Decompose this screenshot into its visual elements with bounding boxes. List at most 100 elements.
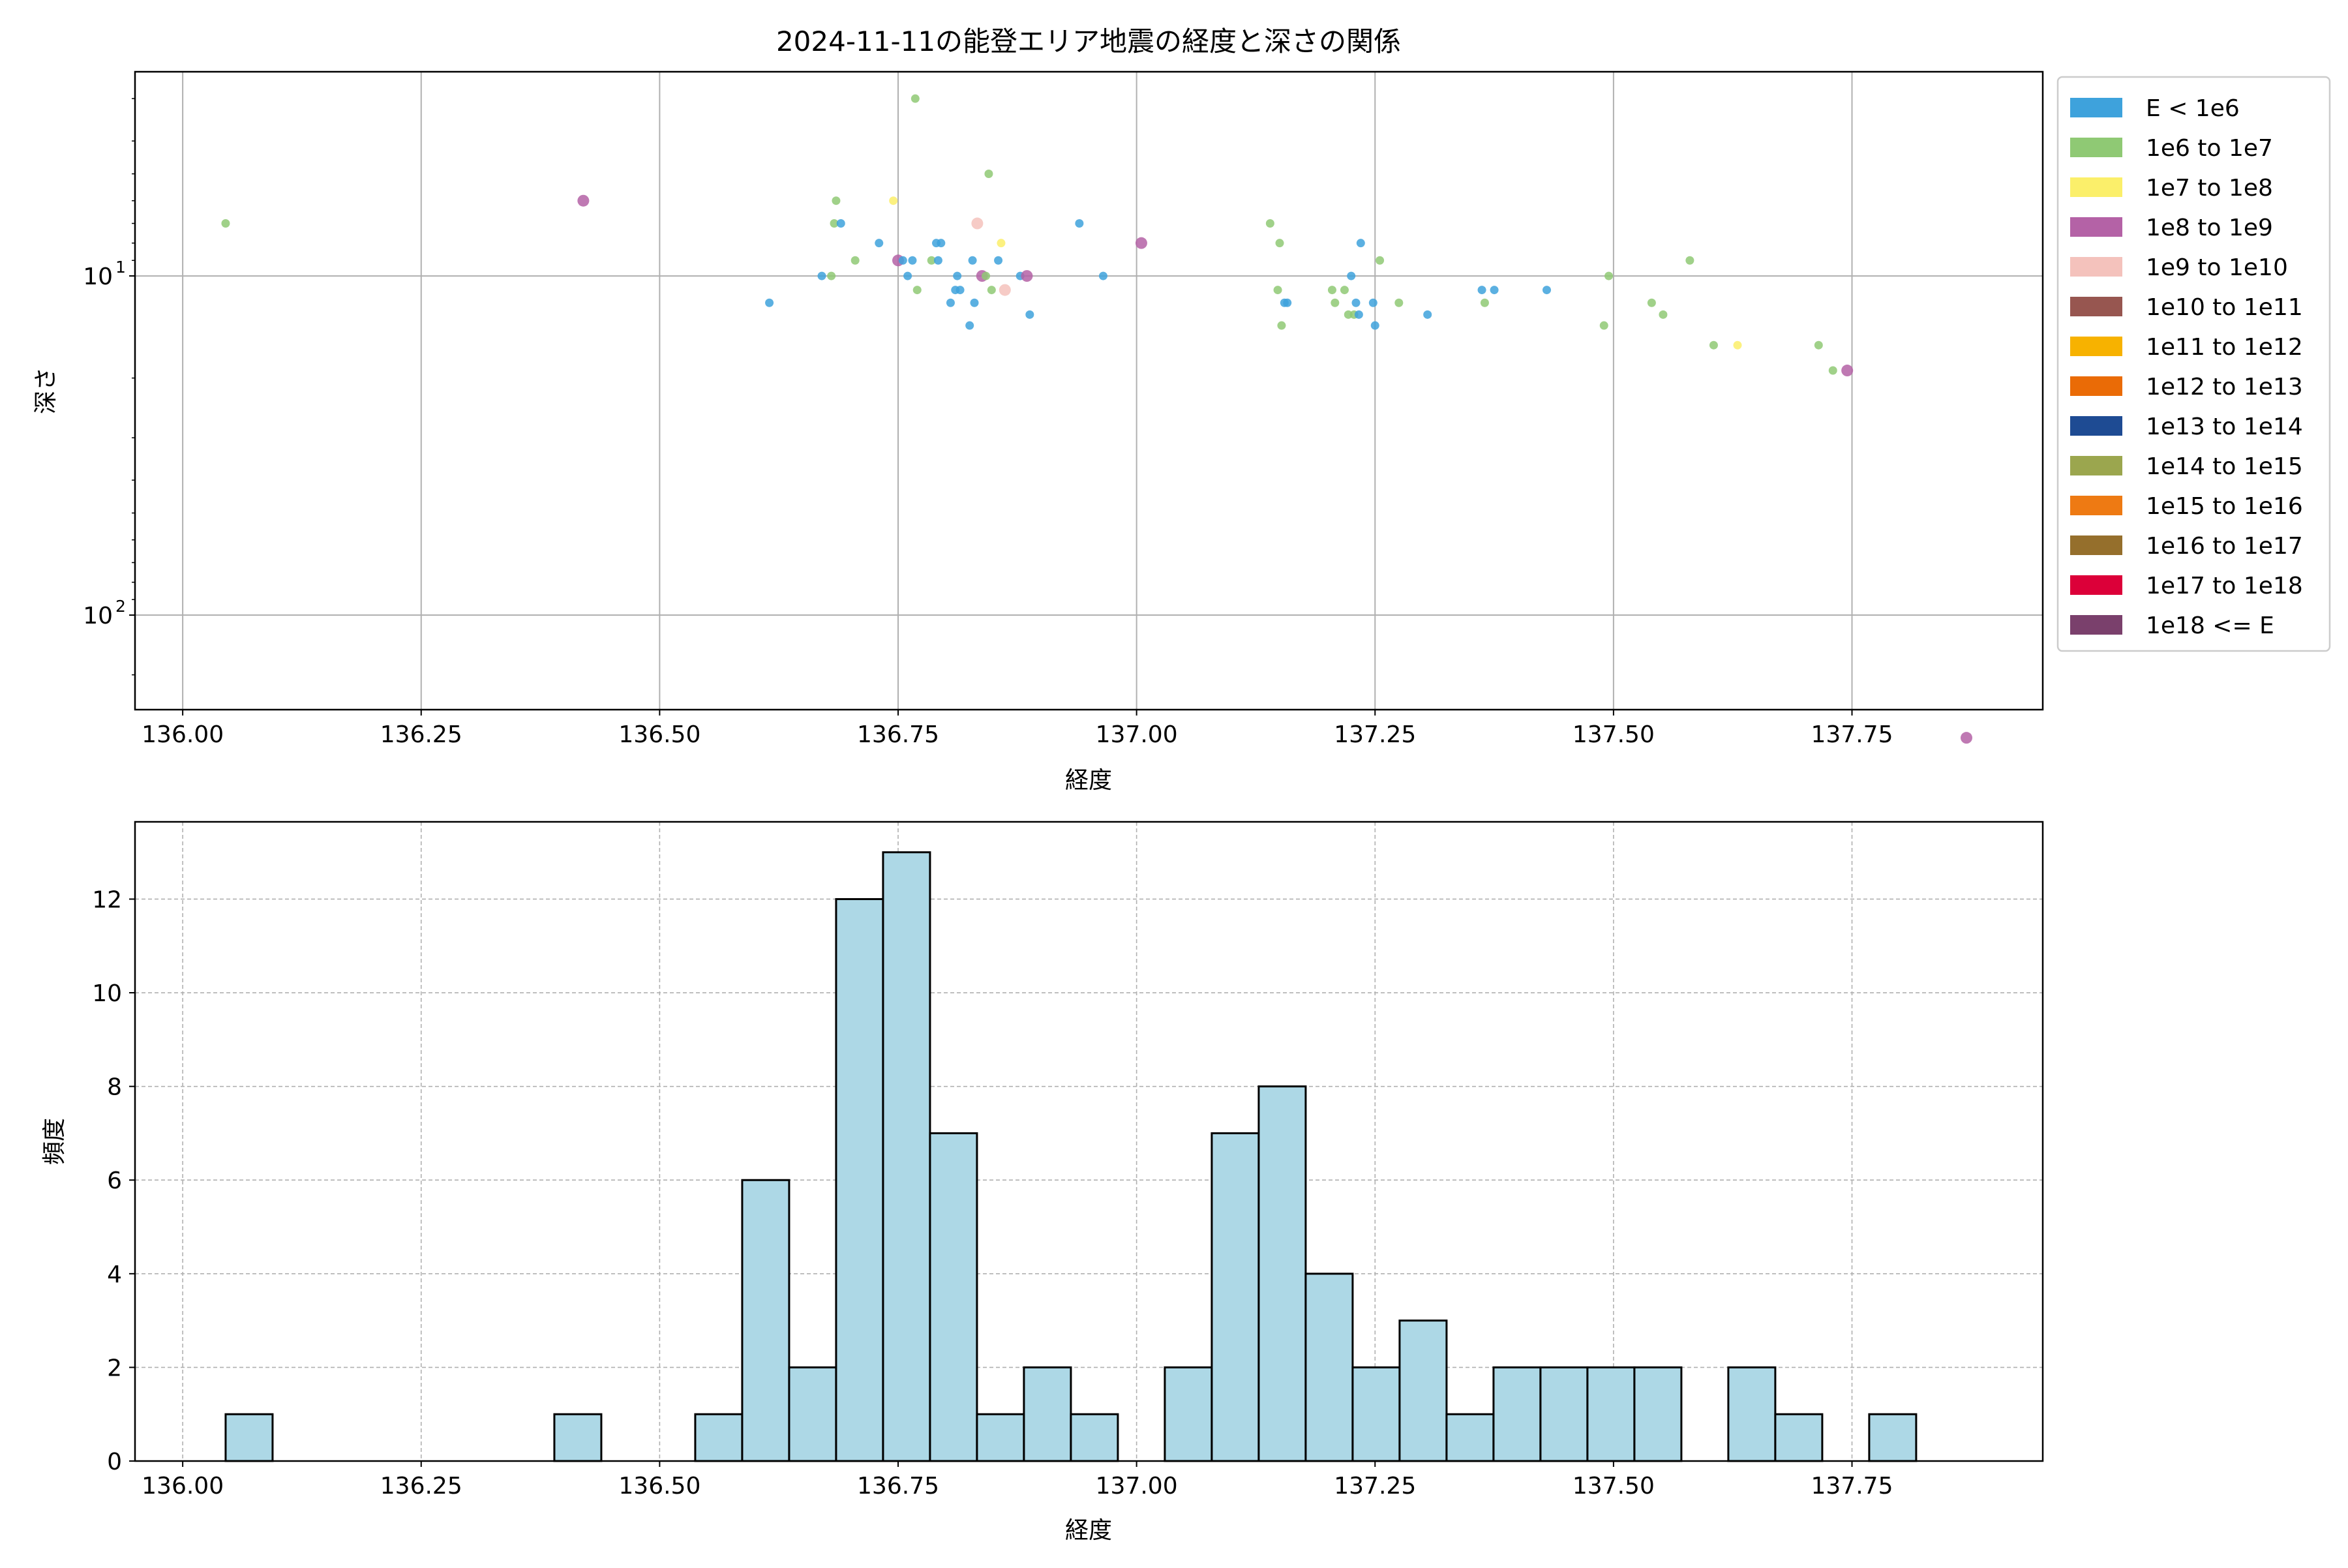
scatter-point bbox=[1480, 298, 1489, 307]
scatter-point bbox=[908, 256, 917, 265]
scatter-point bbox=[1075, 219, 1084, 228]
scatter-point bbox=[1543, 286, 1551, 295]
histogram-bar bbox=[741, 1179, 790, 1462]
histogram-x-ticks: 136.00 136.25 136.50 136.75 137.00 137.25 137.… bbox=[142, 1461, 1893, 1500]
scatter-point bbox=[836, 219, 845, 228]
scatter-point bbox=[1961, 732, 1972, 744]
legend-label: 1e14 to 1e15 bbox=[2146, 453, 2303, 480]
scatter-point bbox=[1370, 321, 1379, 330]
histogram-bar bbox=[1070, 1413, 1119, 1462]
scatter-axes-frame bbox=[134, 70, 2044, 711]
histogram-x-tick-label: 137.75 bbox=[1811, 1473, 1893, 1500]
scatter-y-axis-label: 深さ bbox=[33, 367, 59, 414]
scatter-point bbox=[898, 256, 907, 265]
histogram-bar bbox=[976, 1413, 1025, 1462]
histogram-y-tick-label: 8 bbox=[107, 1074, 122, 1101]
histogram-bar bbox=[1727, 1366, 1777, 1462]
scatter-x-tick-label: 137.25 bbox=[1334, 721, 1416, 748]
histogram-bar bbox=[1351, 1366, 1401, 1462]
histogram-bar bbox=[1633, 1366, 1683, 1462]
histogram-bar bbox=[1211, 1132, 1260, 1462]
scatter-point bbox=[1604, 271, 1614, 280]
histogram-bar bbox=[224, 1413, 274, 1462]
histogram-bar bbox=[1539, 1366, 1589, 1462]
scatter-point bbox=[997, 239, 1006, 248]
scatter-point bbox=[1347, 271, 1356, 280]
scatter-point bbox=[1277, 321, 1286, 330]
scatter-point bbox=[984, 170, 993, 179]
scatter-x-tick-label: 136.50 bbox=[618, 721, 700, 748]
histogram-bar bbox=[1774, 1413, 1824, 1462]
scatter-point bbox=[970, 298, 979, 307]
scatter-point bbox=[982, 271, 991, 280]
scatter-point bbox=[933, 256, 942, 265]
legend-swatch bbox=[2070, 535, 2122, 555]
scatter-point bbox=[1265, 219, 1274, 228]
scatter-point bbox=[221, 219, 230, 228]
scatter-x-ticks: 136.00 136.25 136.50 136.75 137.00 137.25 137.… bbox=[142, 710, 1893, 748]
histogram-bar bbox=[835, 897, 884, 1462]
legend-swatch bbox=[2070, 217, 2122, 237]
histogram-bar bbox=[1304, 1273, 1354, 1462]
scatter-y-tick-label: 10 bbox=[83, 603, 113, 629]
scatter-point bbox=[1394, 298, 1404, 307]
scatter-point bbox=[946, 298, 955, 307]
scatter-point bbox=[827, 271, 836, 280]
histogram-y-tick-label: 0 bbox=[107, 1449, 122, 1475]
scatter-point bbox=[1340, 286, 1349, 295]
legend-swatch bbox=[2070, 337, 2122, 356]
histogram-y-axis-label: 頻度 bbox=[41, 1118, 68, 1165]
scatter-point bbox=[1098, 271, 1107, 280]
legend-label: 1e17 to 1e18 bbox=[2146, 573, 2303, 599]
histogram-bar bbox=[694, 1413, 744, 1462]
legend-label: 1e7 to 1e8 bbox=[2146, 175, 2273, 202]
legend-items: E < 1e6 1e6 to 1e7 1e7 to 1e8 1e8 to 1e9 1e9… bbox=[2070, 95, 2303, 639]
histogram-y-tick-label: 6 bbox=[107, 1168, 122, 1194]
legend-label: 1e15 to 1e16 bbox=[2146, 493, 2303, 520]
scatter-point bbox=[1733, 340, 1742, 350]
legend-swatch bbox=[2070, 376, 2122, 396]
scatter-point bbox=[765, 298, 774, 307]
scatter-point bbox=[911, 94, 920, 103]
scatter-point bbox=[817, 271, 826, 280]
histogram-bar bbox=[1398, 1319, 1448, 1462]
scatter-x-tick-label: 136.75 bbox=[857, 721, 939, 748]
scatter-point bbox=[832, 196, 841, 205]
histogram-x-axis-label: 経度 bbox=[1065, 1517, 1112, 1544]
scatter-point bbox=[830, 219, 839, 228]
legend-swatch bbox=[2070, 416, 2122, 436]
scatter-point bbox=[1814, 340, 1823, 350]
scatter-point bbox=[1275, 239, 1284, 248]
legend-label: 1e9 to 1e10 bbox=[2146, 254, 2288, 281]
scatter-x-tick-label: 136.00 bbox=[142, 721, 224, 748]
scatter-x-tick-label: 137.50 bbox=[1573, 721, 1655, 748]
legend-label: E < 1e6 bbox=[2146, 95, 2240, 122]
legend-swatch bbox=[2070, 138, 2122, 157]
histogram-bar bbox=[1492, 1366, 1542, 1462]
scatter-y-tick-exponent: 2 bbox=[115, 597, 126, 616]
scatter-point bbox=[1356, 239, 1365, 248]
scatter-grid bbox=[135, 72, 2043, 710]
legend-label: 1e8 to 1e9 bbox=[2146, 215, 2273, 241]
scatter-x-axis-label: 経度 bbox=[1065, 767, 1112, 794]
histogram-bar bbox=[553, 1413, 603, 1462]
histogram-bar bbox=[929, 1132, 978, 1462]
histogram-bar bbox=[1164, 1366, 1213, 1462]
scatter-point bbox=[1599, 321, 1608, 330]
histogram-x-tick-label: 137.25 bbox=[1334, 1473, 1416, 1500]
histogram-y-tick-label: 2 bbox=[107, 1355, 122, 1381]
scatter-point bbox=[968, 256, 977, 265]
legend-swatch bbox=[2070, 496, 2122, 515]
scatter-point bbox=[1283, 298, 1292, 307]
scatter-point bbox=[999, 284, 1011, 296]
scatter-point bbox=[1709, 340, 1718, 350]
scatter-point bbox=[903, 271, 912, 280]
histogram-bar bbox=[1023, 1366, 1072, 1462]
scatter-point bbox=[1327, 286, 1336, 295]
legend-swatch bbox=[2070, 297, 2122, 316]
histogram-x-tick-label: 136.75 bbox=[857, 1473, 939, 1500]
scatter-point bbox=[1423, 310, 1432, 319]
legend-swatch bbox=[2070, 615, 2122, 635]
